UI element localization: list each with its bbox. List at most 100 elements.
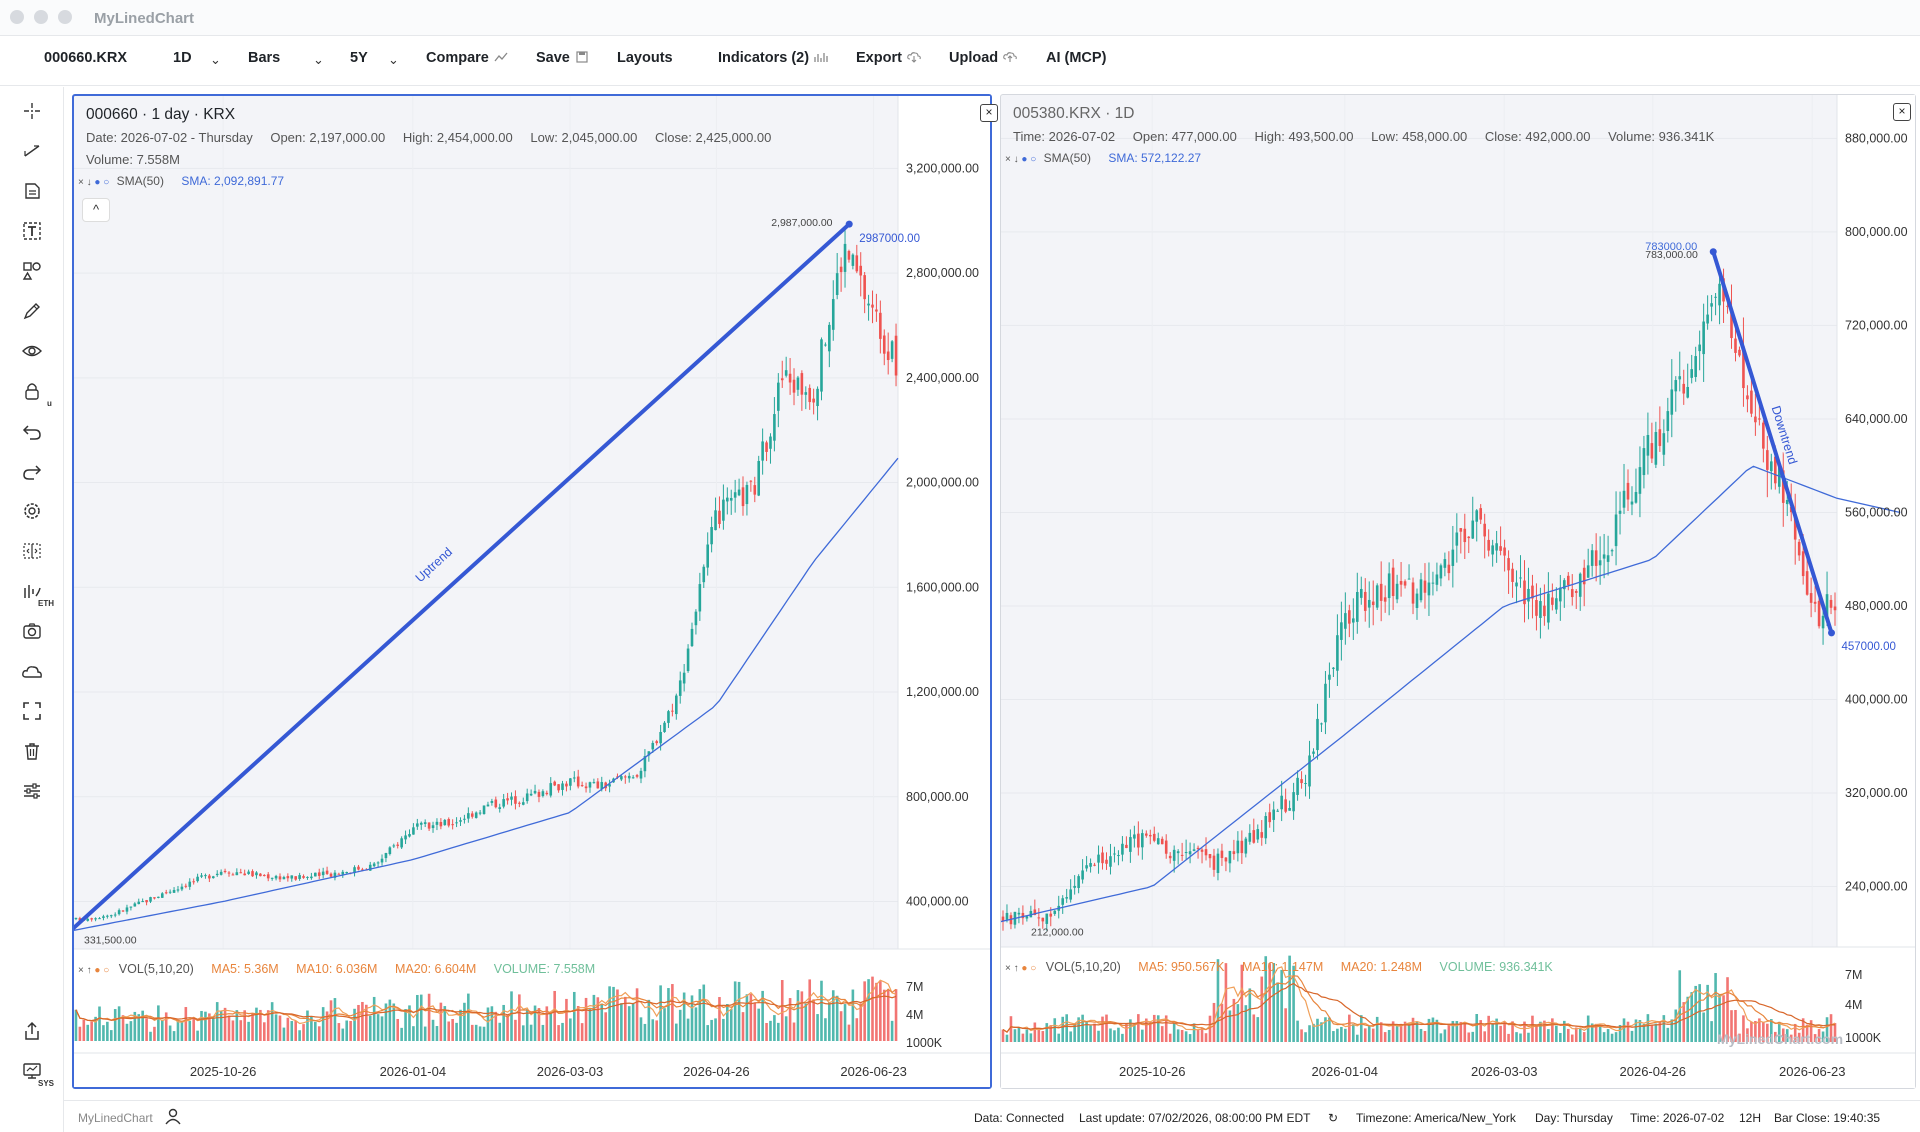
range-selector[interactable]: 5Y <box>350 50 368 66</box>
window-minimize-dot[interactable] <box>34 10 48 24</box>
candle-body <box>1220 850 1224 858</box>
ai-mcp-button[interactable]: AI (MCP) <box>1046 50 1107 66</box>
candle-body <box>1053 910 1057 914</box>
chevron-down-icon[interactable]: ⌄ <box>210 52 221 67</box>
redo-icon[interactable] <box>18 457 46 485</box>
chart-pane-left[interactable]: Uptrend 2987000.00 2,987,000.00 331,500.00 … <box>72 94 998 1089</box>
user-icon[interactable] <box>164 1107 182 1128</box>
window-close-dot[interactable] <box>10 10 24 24</box>
export-label: Export <box>856 50 902 66</box>
hour-format-toggle[interactable]: 12H <box>1739 1111 1762 1125</box>
candle-body <box>545 792 549 795</box>
shapes-tool-icon[interactable] <box>18 257 46 285</box>
candle-body <box>1630 501 1634 505</box>
crosshair-icon[interactable] <box>18 97 46 125</box>
undo-icon[interactable] <box>18 417 46 445</box>
trendline-tool-icon[interactable] <box>18 137 46 165</box>
system-monitor-icon[interactable] <box>18 1057 46 1085</box>
text-tool-icon[interactable] <box>18 217 46 245</box>
cloud-icon[interactable] <box>18 657 46 685</box>
volume-bar <box>1395 1023 1399 1042</box>
indicators-button[interactable]: Indicators (2) <box>718 50 828 66</box>
chart-canvas-left[interactable]: Uptrend2987000.002,987,000.00331,500.00 … <box>74 96 990 1087</box>
legend-controls-icon[interactable]: × ↓ ● ○ <box>78 177 110 188</box>
camera-icon[interactable] <box>18 617 46 645</box>
refresh-icon[interactable]: ↻ <box>1328 1111 1339 1125</box>
volume-bar <box>1519 1033 1522 1042</box>
trash-icon[interactable] <box>18 737 46 765</box>
chart-pane-right[interactable]: Downtrend 457000.00 783000.00 783,000.00 212… <box>1000 94 1916 1089</box>
settings-gear-icon[interactable] <box>18 497 46 525</box>
candle-body <box>1216 853 1220 874</box>
volume-bar <box>239 1020 243 1041</box>
lock-icon[interactable] <box>18 377 46 405</box>
low-price-label: 212,000.00 <box>1031 926 1084 938</box>
volume-bar <box>1447 1024 1451 1042</box>
candle-body <box>1467 536 1471 539</box>
candle-body <box>639 770 643 779</box>
candle-body <box>1160 838 1164 845</box>
collapse-legend-button[interactable]: ^ <box>82 198 110 222</box>
eth-tool-icon[interactable] <box>18 577 46 605</box>
save-button[interactable]: Save <box>536 50 589 66</box>
time-tick-label: 2025-10-26 <box>190 1064 257 1079</box>
volume-bar <box>1789 1034 1793 1042</box>
chart-type-selector[interactable]: Bars <box>248 50 281 66</box>
candle-body <box>1742 346 1745 389</box>
candle-body <box>353 867 356 874</box>
volume-bar <box>867 979 870 1041</box>
eye-icon[interactable] <box>18 337 46 365</box>
volume-bar <box>455 1022 458 1041</box>
cloud-download-icon <box>907 52 921 63</box>
price-tick-label: 800,000.00 <box>906 790 969 804</box>
close-pane-button[interactable]: × <box>1893 103 1911 121</box>
candle-body <box>1766 450 1769 470</box>
time-tick-label: 2026-04-26 <box>1620 1064 1687 1079</box>
volume-bar <box>1610 1033 1614 1042</box>
export-button[interactable]: Export <box>856 50 921 66</box>
trendline-left: Uptrend 2987000.00 2,987,000.00 331,500.00 <box>74 217 920 946</box>
share-icon[interactable] <box>18 1017 46 1045</box>
drawing-toolbar: u ETH SYS <box>0 87 64 1132</box>
candle-body <box>808 387 812 403</box>
volume-bar <box>1383 1032 1387 1042</box>
volume-bar <box>94 1016 97 1041</box>
price-tick-label: 400,000.00 <box>906 894 969 908</box>
candle-body <box>470 813 474 817</box>
fullscreen-icon[interactable] <box>18 697 46 725</box>
candle-body <box>372 863 376 867</box>
volume-bar <box>325 1011 329 1041</box>
candle-body <box>388 847 392 854</box>
compare-button[interactable]: Compare <box>426 50 508 66</box>
legend-controls-icon[interactable]: × ↑ ● ○ <box>78 965 110 976</box>
layouts-button[interactable]: Layouts <box>617 50 673 66</box>
legend-high: High: 493,500.00 <box>1254 129 1354 144</box>
window-zoom-dot[interactable] <box>58 10 72 24</box>
volume-bar <box>1547 1029 1550 1042</box>
vol-ma10-left: MA10: 6.036M <box>296 962 378 976</box>
candle-body <box>1228 850 1232 864</box>
sliders-icon[interactable] <box>18 777 46 805</box>
symbol-selector[interactable]: 000660.KRX <box>44 50 128 66</box>
candle-body <box>561 783 564 790</box>
legend-controls-icon[interactable]: × ↑ ● ○ <box>1005 963 1037 974</box>
candle-body <box>514 796 517 804</box>
volume-bar <box>549 1013 553 1041</box>
status-timezone[interactable]: Timezone: America/New_York <box>1356 1111 1516 1125</box>
upload-button[interactable]: Upload <box>949 50 1017 66</box>
vol-name-right: VOL(5,10,20) <box>1045 960 1121 974</box>
split-view-icon[interactable] <box>18 537 46 565</box>
vol-ma5-left: MA5: 5.36M <box>211 962 279 976</box>
legend-controls-icon[interactable]: × ↓ ● ○ <box>1005 154 1037 165</box>
chevron-down-icon[interactable]: ⌄ <box>313 52 324 67</box>
volume-bar <box>302 1024 305 1041</box>
chevron-down-icon[interactable]: ⌄ <box>388 52 399 67</box>
candle-body <box>1192 849 1196 851</box>
volume-bar <box>1180 1029 1184 1042</box>
fibonacci-tool-icon[interactable] <box>18 177 46 205</box>
brush-tool-icon[interactable] <box>18 297 46 325</box>
interval-selector[interactable]: 1D <box>173 50 192 66</box>
close-pane-button[interactable]: × <box>980 104 998 122</box>
candle-body <box>419 822 423 825</box>
